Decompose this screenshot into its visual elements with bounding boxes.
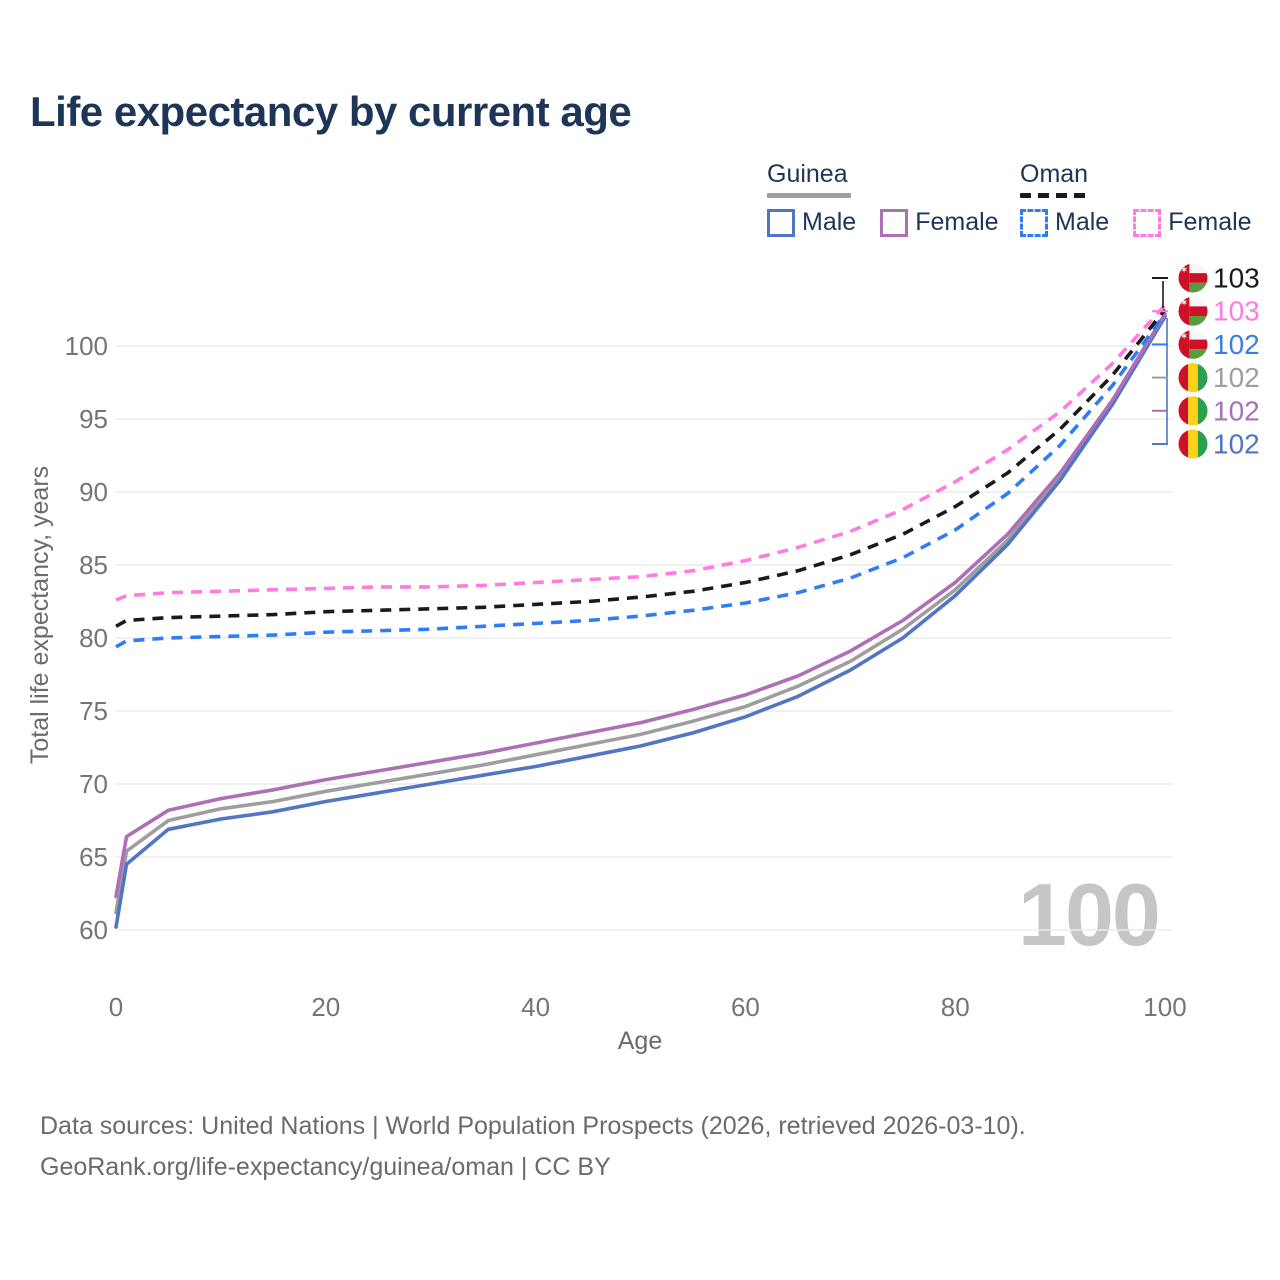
y-tick-label-95: 95 xyxy=(79,404,108,434)
legend-country-guinea: Guinea xyxy=(767,160,848,188)
oman-flag-icon: ✶ xyxy=(1178,263,1208,293)
footer-line-2: GeoRank.org/life-expectancy/guinea/oman … xyxy=(40,1153,611,1181)
oman-emblem: ✶ xyxy=(1180,298,1188,309)
oman-female-swatch xyxy=(1133,208,1162,237)
legend-label-guinea-male: Male xyxy=(802,208,857,236)
x-tick-label-60: 60 xyxy=(731,992,760,1022)
legend: Guinea Male Female Oman Male Female xyxy=(0,160,1280,250)
x-tick-label-100: 100 xyxy=(1143,992,1186,1022)
x-tick-label-20: 20 xyxy=(311,992,340,1022)
guinea-flag-icon xyxy=(1178,363,1208,393)
y-tick-label-70: 70 xyxy=(79,769,108,799)
series-line-guinea-female[interactable] xyxy=(114,312,1167,899)
age-watermark: 100 xyxy=(1018,865,1161,964)
legend-label-guinea-female: Female xyxy=(915,208,999,236)
y-tick-label-90: 90 xyxy=(79,477,108,507)
end-value-label-oman-male: 102 xyxy=(1213,329,1260,360)
end-value-label-guinea-total: 102 xyxy=(1213,362,1260,393)
oman-emblem: ✶ xyxy=(1180,331,1188,342)
end-value-label-guinea-female: 102 xyxy=(1213,395,1260,426)
series-line-oman-total[interactable] xyxy=(115,308,1167,628)
footer-line-1: Data sources: United Nations | World Pop… xyxy=(40,1112,1026,1140)
oman-flag-icon: ✶ xyxy=(1178,296,1208,326)
end-value-label-oman-female: 103 xyxy=(1213,296,1260,327)
legend-item-guinea-female[interactable]: Female xyxy=(880,208,999,237)
series-line-oman-female[interactable] xyxy=(115,303,1167,602)
series-line-guinea-male[interactable] xyxy=(114,315,1167,929)
legend-country-oman: Oman xyxy=(1020,160,1089,188)
end-value-label-guinea-male: 102 xyxy=(1213,429,1260,460)
y-tick-label-100: 100 xyxy=(65,331,108,361)
legend-label-oman-male: Male xyxy=(1055,208,1110,236)
legend-group-guinea: Guinea Male Female xyxy=(767,160,999,237)
series-line-guinea-total[interactable] xyxy=(114,313,1167,915)
legend-group-oman: Oman Male Female xyxy=(1020,160,1252,237)
legend-item-oman-female[interactable]: Female xyxy=(1133,208,1252,237)
x-tick-label-80: 80 xyxy=(941,992,970,1022)
y-tick-label-60: 60 xyxy=(79,915,108,945)
oman-emblem: ✶ xyxy=(1180,265,1188,276)
x-tick-label-0: 0 xyxy=(109,992,123,1022)
data-source-footer: Data sources: United Nations | World Pop… xyxy=(40,1106,1026,1188)
x-tick-label-40: 40 xyxy=(521,992,550,1022)
guinea-male-swatch xyxy=(767,208,795,237)
legend-item-oman-male[interactable]: Male xyxy=(1020,208,1109,237)
line-chart: 60 65 70 75 80 85 90 95 100 0 20 40 60 80 100 Age Total … xyxy=(26,263,1260,1056)
legend-label-oman-female: Female xyxy=(1168,208,1252,236)
oman-flag-icon: ✶ xyxy=(1178,329,1208,359)
y-tick-label-65: 65 xyxy=(79,842,108,872)
guinea-flag-icon xyxy=(1178,429,1208,459)
page-title: Life expectancy by current age xyxy=(30,88,632,135)
guinea-flag-icon xyxy=(1178,396,1208,426)
guinea-line-style-sample xyxy=(767,193,851,198)
y-tick-label-80: 80 xyxy=(79,623,108,653)
legend-item-guinea-male[interactable]: Male xyxy=(767,208,856,237)
x-axis-title: Age xyxy=(618,1027,662,1055)
end-value-label-oman-total: 103 xyxy=(1213,263,1260,294)
series-line-oman-male[interactable] xyxy=(115,312,1167,649)
y-tick-label-75: 75 xyxy=(79,696,108,726)
y-tick-label-85: 85 xyxy=(79,550,108,580)
guinea-female-swatch xyxy=(880,208,909,237)
y-axis-title: Total life expectancy, years xyxy=(26,466,54,764)
oman-line-style-sample xyxy=(1020,193,1092,198)
oman-male-swatch xyxy=(1020,208,1048,237)
